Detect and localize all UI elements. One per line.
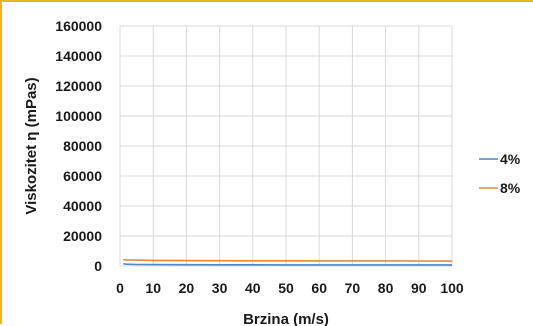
y-tick-label: 120000 bbox=[55, 78, 102, 94]
y-tick-label: 0 bbox=[94, 258, 102, 274]
y-tick-label: 60000 bbox=[63, 168, 102, 184]
x-tick-label: 30 bbox=[212, 280, 228, 296]
legend: 4% 8% bbox=[479, 151, 521, 196]
x-tick-label: 80 bbox=[378, 280, 394, 296]
series-line-2 bbox=[123, 258, 453, 262]
y-axis-title: Viskozitet η (mPas) bbox=[23, 77, 40, 214]
x-tick-label: 40 bbox=[245, 280, 261, 296]
x-tick-label: 100 bbox=[440, 280, 464, 296]
y-tick-label: 160000 bbox=[55, 18, 102, 34]
series-line-1 bbox=[123, 263, 452, 266]
series-lines bbox=[123, 258, 453, 266]
x-axis-title: Brzina (m/s) bbox=[243, 311, 329, 326]
y-tick-label: 40000 bbox=[63, 198, 102, 214]
y-tick-label: 140000 bbox=[55, 48, 102, 64]
legend-label: 4% bbox=[500, 151, 521, 167]
y-tick-label: 80000 bbox=[63, 138, 102, 154]
x-tick-label: 90 bbox=[411, 280, 427, 296]
x-tick-label: 0 bbox=[116, 280, 124, 296]
y-tick-label: 100000 bbox=[55, 108, 102, 124]
x-tick-label: 70 bbox=[345, 280, 361, 296]
y-tick-label: 20000 bbox=[63, 228, 102, 244]
legend-label: 8% bbox=[500, 180, 521, 196]
x-tick-label: 20 bbox=[179, 280, 195, 296]
gridlines bbox=[119, 25, 453, 267]
y-tick-labels: 0 20000 40000 60000 80000 100000 120000 140000 1… bbox=[55, 18, 102, 274]
x-tick-label: 50 bbox=[278, 280, 294, 296]
x-tick-labels: 0 10 20 30 40 50 60 70 80 90 100 bbox=[116, 280, 464, 296]
x-tick-label: 60 bbox=[311, 280, 327, 296]
x-tick-label: 10 bbox=[145, 280, 161, 296]
